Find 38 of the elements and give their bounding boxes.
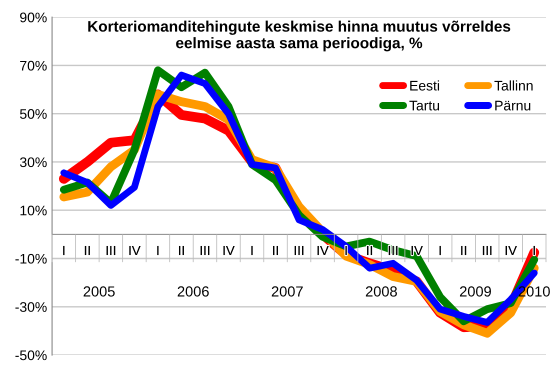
x-tick-label: I [534,246,535,256]
y-tick-label: 10% [20,206,47,216]
x-tick-label: I [345,246,347,256]
y-tick-label: 30% [20,157,47,168]
annotation: 2006 [178,286,209,297]
x-tick-label: II [273,246,278,256]
legend-label: Tartu [409,100,440,110]
x-tick-label: I [157,246,159,256]
annotation: 2009 [460,286,491,297]
y-tick-label: 50% [20,109,47,119]
x-tick-label: II [178,246,184,256]
y-tick-label: -10% [15,254,47,264]
annotation: 2008 [366,286,397,297]
x-tick-label: III [200,246,210,256]
annotation: 2005 [84,286,115,297]
y-tick-label: 90% [20,12,47,22]
x-tick-label: I [251,246,253,256]
legend-label: Tallinn [494,80,533,91]
y-tick-label: -30% [15,302,47,312]
x-tick-label: I [63,246,64,256]
text: Korteriomanditehingute keskmise hinna muutus võrreldes eelmise aasta sama perioodiga, % [88,20,510,52]
x-tick-label: II [84,246,90,256]
x-tick-label: IV [129,246,141,256]
legend-label: Eesti [410,80,440,91]
x-tick-label: IV [223,246,235,256]
x-tick-label: IV [318,246,329,256]
x-tick-label: III [482,246,492,256]
annotation: 2007 [272,286,303,297]
x-tick-label: II [461,246,466,256]
x-tick-label: III [294,246,304,256]
x-tick-label: III [106,246,116,256]
y-tick-label: -50% [15,350,47,360]
y-tick-label: 70% [20,60,47,71]
x-tick-label: III [388,246,398,256]
x-tick-label: I [440,246,441,256]
x-tick-label: IV [506,246,517,256]
x-tick-label: II [367,246,372,256]
legend-label: Pärnu [495,100,530,110]
